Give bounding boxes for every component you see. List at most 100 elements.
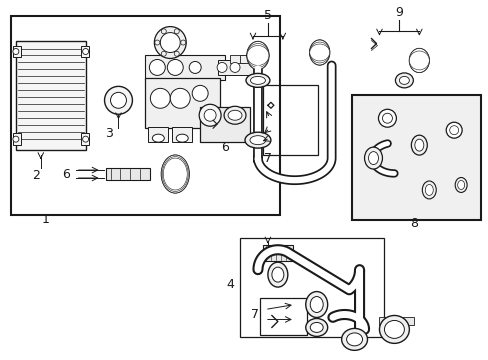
- Circle shape: [203, 109, 216, 121]
- Ellipse shape: [152, 134, 164, 142]
- Ellipse shape: [408, 51, 428, 70]
- Bar: [81, 133, 88, 145]
- Ellipse shape: [227, 110, 242, 120]
- Ellipse shape: [408, 49, 428, 72]
- Ellipse shape: [224, 106, 245, 124]
- Bar: [200, 107, 249, 142]
- Circle shape: [229, 62, 240, 72]
- Ellipse shape: [176, 134, 188, 142]
- Ellipse shape: [309, 323, 323, 332]
- Circle shape: [170, 88, 190, 108]
- Ellipse shape: [410, 135, 427, 155]
- Bar: [81, 45, 88, 58]
- Circle shape: [449, 126, 458, 135]
- Circle shape: [174, 51, 179, 56]
- Circle shape: [192, 85, 208, 101]
- Text: 6: 6: [61, 167, 69, 180]
- Ellipse shape: [161, 155, 189, 193]
- Ellipse shape: [412, 53, 425, 68]
- Ellipse shape: [457, 180, 464, 189]
- Text: 4: 4: [225, 278, 234, 291]
- Circle shape: [199, 104, 221, 126]
- Circle shape: [154, 27, 186, 58]
- Bar: [263, 245, 292, 261]
- Circle shape: [110, 92, 126, 108]
- Ellipse shape: [244, 132, 270, 148]
- Circle shape: [378, 109, 396, 127]
- Text: 5: 5: [264, 9, 271, 22]
- Bar: [240, 238, 384, 337]
- Circle shape: [189, 62, 201, 73]
- Bar: [260, 298, 306, 336]
- Circle shape: [161, 29, 166, 34]
- Ellipse shape: [309, 44, 329, 61]
- Ellipse shape: [454, 177, 466, 193]
- Text: 1: 1: [42, 213, 50, 226]
- Ellipse shape: [271, 267, 283, 282]
- Bar: [145, 55, 224, 80]
- Ellipse shape: [341, 328, 367, 350]
- Bar: [105, 168, 150, 180]
- Ellipse shape: [166, 161, 184, 187]
- Ellipse shape: [399, 76, 408, 84]
- Circle shape: [167, 59, 183, 75]
- Ellipse shape: [246, 45, 268, 66]
- Bar: [13, 45, 21, 58]
- Ellipse shape: [414, 139, 423, 151]
- Circle shape: [13, 136, 19, 142]
- Bar: [229, 55, 244, 63]
- Ellipse shape: [309, 40, 329, 65]
- Bar: [13, 133, 21, 145]
- Bar: [16, 41, 85, 150]
- Ellipse shape: [422, 181, 435, 199]
- Ellipse shape: [267, 262, 287, 287]
- Text: 3: 3: [104, 127, 112, 140]
- Circle shape: [149, 59, 165, 75]
- Text: 9: 9: [395, 6, 403, 19]
- Bar: [148, 127, 168, 142]
- Circle shape: [13, 49, 19, 54]
- Bar: [240, 55, 251, 63]
- Text: 6: 6: [221, 141, 228, 154]
- Ellipse shape: [246, 44, 268, 67]
- Bar: [11, 15, 279, 215]
- Ellipse shape: [309, 42, 329, 63]
- Ellipse shape: [309, 297, 323, 312]
- Ellipse shape: [368, 152, 378, 165]
- Ellipse shape: [346, 333, 362, 346]
- Ellipse shape: [305, 292, 327, 318]
- Bar: [379, 318, 413, 325]
- Bar: [218, 60, 258, 75]
- Circle shape: [104, 86, 132, 114]
- Circle shape: [174, 29, 179, 34]
- Ellipse shape: [379, 315, 408, 343]
- Ellipse shape: [364, 147, 382, 169]
- Circle shape: [161, 51, 166, 56]
- Circle shape: [382, 113, 392, 123]
- Circle shape: [82, 136, 88, 142]
- Ellipse shape: [313, 45, 325, 60]
- Bar: [172, 127, 192, 142]
- Bar: [145, 78, 220, 128]
- Ellipse shape: [161, 155, 189, 193]
- Ellipse shape: [425, 184, 432, 195]
- Circle shape: [155, 40, 160, 45]
- Ellipse shape: [245, 73, 269, 87]
- Bar: [263, 85, 317, 155]
- Ellipse shape: [163, 158, 187, 190]
- Circle shape: [160, 32, 180, 53]
- Circle shape: [181, 40, 185, 45]
- Ellipse shape: [249, 136, 265, 145]
- Ellipse shape: [305, 319, 327, 336]
- Ellipse shape: [246, 41, 268, 69]
- Text: 7: 7: [250, 308, 259, 321]
- Ellipse shape: [309, 40, 329, 65]
- Ellipse shape: [384, 320, 404, 338]
- Ellipse shape: [395, 73, 412, 88]
- Circle shape: [150, 88, 170, 108]
- Text: 8: 8: [409, 217, 418, 230]
- Ellipse shape: [250, 46, 264, 64]
- Ellipse shape: [250, 76, 265, 84]
- Ellipse shape: [408, 49, 428, 72]
- Circle shape: [217, 62, 226, 72]
